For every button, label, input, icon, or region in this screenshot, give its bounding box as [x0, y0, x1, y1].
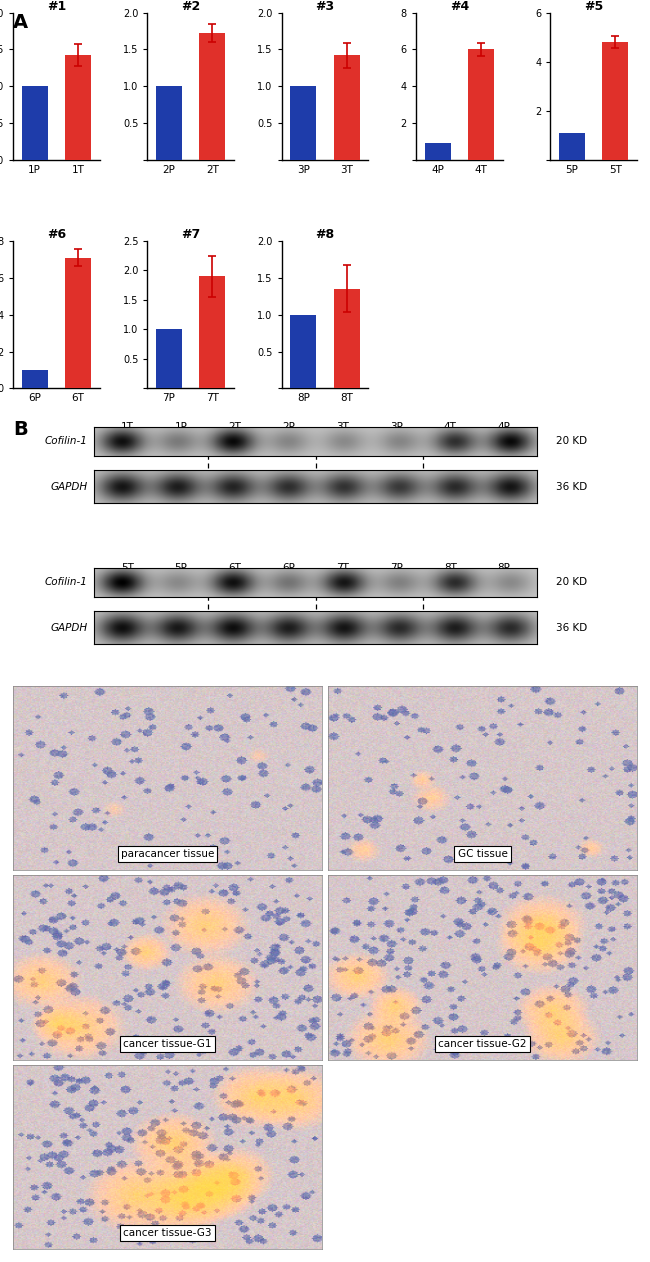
Text: 5P: 5P — [175, 563, 188, 573]
Bar — [65, 257, 91, 389]
Text: 3P: 3P — [390, 423, 403, 433]
Text: 4T: 4T — [444, 423, 457, 433]
Title: #5: #5 — [584, 0, 603, 13]
Bar — [291, 86, 317, 160]
Bar — [559, 133, 585, 160]
Text: GAPDH: GAPDH — [51, 622, 88, 632]
Bar — [65, 54, 91, 160]
Text: 4P: 4P — [497, 423, 510, 433]
Bar — [333, 289, 359, 389]
Text: 5T: 5T — [121, 563, 134, 573]
Text: 36 KD: 36 KD — [556, 482, 587, 492]
Title: #2: #2 — [181, 0, 200, 13]
Text: cancer tissue-G3: cancer tissue-G3 — [124, 1228, 212, 1238]
Bar — [468, 49, 494, 160]
Text: cancer tissue-G2: cancer tissue-G2 — [438, 1039, 526, 1049]
Text: GAPDH: GAPDH — [51, 482, 88, 492]
Text: Cofilin-1: Cofilin-1 — [45, 577, 88, 587]
Text: 3T: 3T — [336, 423, 349, 433]
Bar — [156, 329, 182, 389]
Bar — [424, 144, 450, 160]
Text: 2P: 2P — [282, 423, 295, 433]
Bar — [21, 370, 47, 389]
Text: 36 KD: 36 KD — [556, 622, 587, 632]
Title: #1: #1 — [47, 0, 66, 13]
Text: 20 KD: 20 KD — [556, 437, 587, 447]
Bar — [291, 314, 317, 389]
Text: Cofilin-1: Cofilin-1 — [45, 437, 88, 447]
Bar — [333, 56, 359, 160]
Text: 2T: 2T — [228, 423, 241, 433]
Text: GC tissue: GC tissue — [458, 849, 508, 859]
Bar — [200, 276, 226, 389]
Text: 7P: 7P — [390, 563, 403, 573]
Text: 6T: 6T — [228, 563, 241, 573]
Title: #8: #8 — [315, 228, 335, 241]
Text: 7T: 7T — [336, 563, 349, 573]
Text: 6P: 6P — [282, 563, 295, 573]
Text: 1P: 1P — [175, 423, 188, 433]
Text: B: B — [13, 420, 28, 439]
Text: cancer tissue-G1: cancer tissue-G1 — [124, 1039, 212, 1049]
Text: 1T: 1T — [121, 423, 134, 433]
Bar — [156, 86, 182, 160]
Text: 8T: 8T — [444, 563, 457, 573]
Bar — [200, 33, 226, 160]
Bar — [21, 86, 47, 160]
Text: paracancer tissue: paracancer tissue — [121, 849, 214, 859]
Title: #7: #7 — [181, 228, 200, 241]
Text: 8P: 8P — [497, 563, 510, 573]
Text: 20 KD: 20 KD — [556, 577, 587, 587]
Title: #3: #3 — [315, 0, 335, 13]
Text: C: C — [13, 685, 27, 704]
Text: A: A — [13, 13, 28, 32]
Bar — [603, 42, 629, 160]
Title: #6: #6 — [47, 228, 66, 241]
Title: #4: #4 — [450, 0, 469, 13]
